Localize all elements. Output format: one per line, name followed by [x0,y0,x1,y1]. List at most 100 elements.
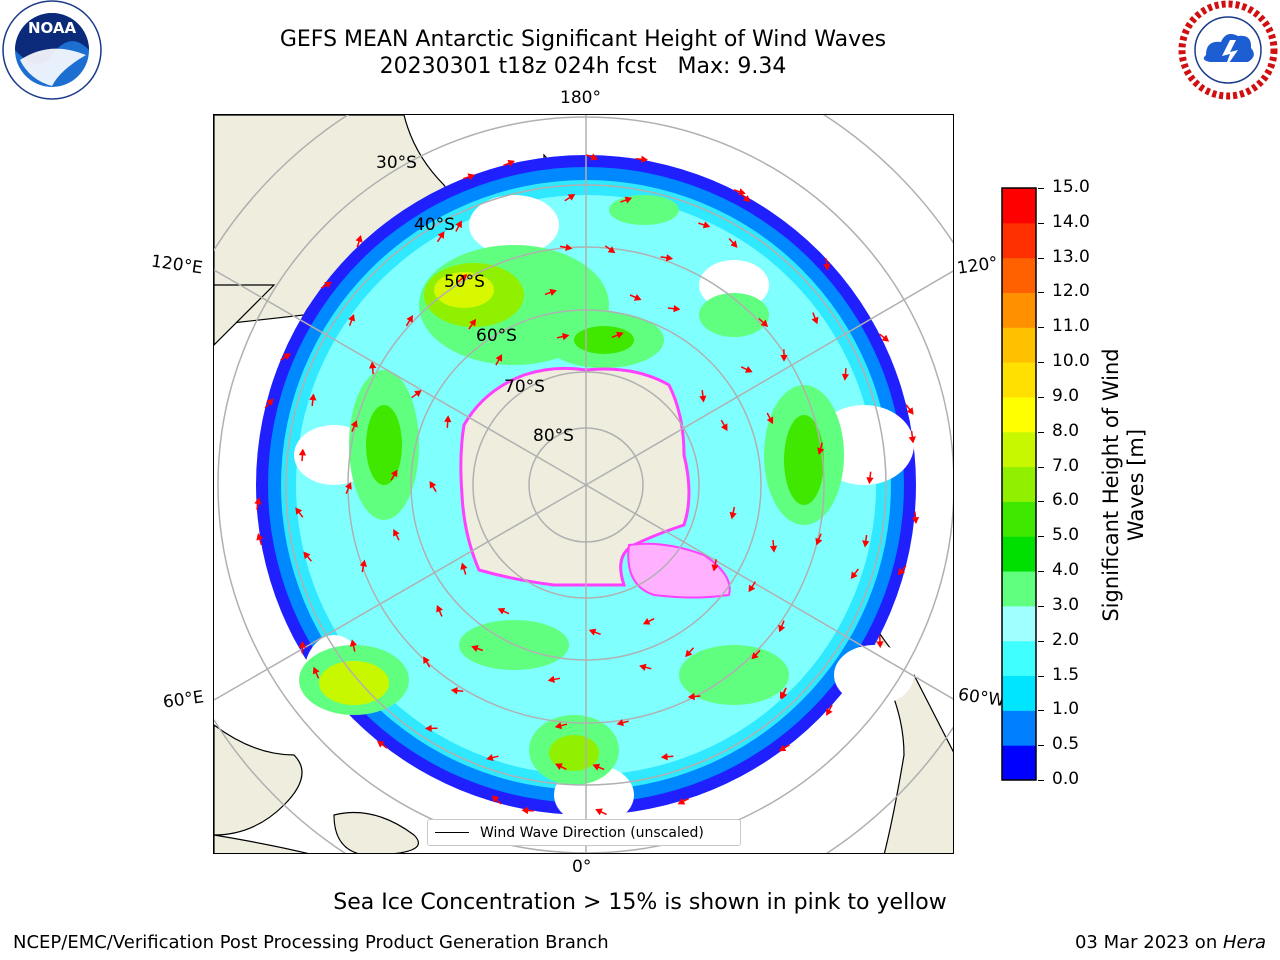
colorbar-tick-label: 1.5 [1052,664,1080,685]
colorbar-tick-mark [1038,362,1044,364]
colorbar-tick-mark [1038,292,1044,294]
colorbar-tick-mark [1038,257,1044,259]
wave-arrow-head [660,753,668,761]
colorbar-segment [1002,605,1036,642]
map-canvas [214,115,953,853]
wave-arrow-head [390,469,398,478]
wave-direction-arrows [254,153,920,816]
wave-arrow-head [607,246,616,254]
wave-arrow-head [345,482,352,490]
wave-arrow-head [720,423,728,432]
colorbar-tick-label: 3.0 [1052,594,1080,615]
wave-arrow-head [393,528,400,537]
wave-arrow-head [256,533,264,541]
lat-label-60s: 60°S [476,326,517,346]
colorbar-label: Significant Height of Wind Waves [m] [1099,348,1148,622]
wave-arrow-head [897,567,905,576]
wave-arrow-head [639,663,647,671]
wave-arrow-head [348,314,356,322]
wave-arrow-head [497,607,506,615]
wave-arrow-head [495,354,503,362]
wave-arrow-head [549,288,557,296]
wave-arrow-head [521,806,529,815]
colorbar-segment [1002,327,1036,363]
colorbar-tick-mark [1038,396,1044,398]
wave-arrow-head [823,263,831,271]
map-legend: Wind Wave Direction (unscaled) [427,819,741,846]
colorbar-tick-mark [1038,501,1044,503]
lat-label-70s: 70°S [504,377,545,397]
wave-arrow-head [642,618,651,625]
colorbar-segment [1002,640,1036,677]
wave-arrow-head [760,319,769,327]
wave-arrow-head [826,708,833,716]
colorbar-segment [1002,431,1036,468]
wave-arrow-head [866,477,874,485]
colorbar-tick-label: 12.0 [1052,281,1090,302]
wave-arrow-head [423,656,430,665]
wave-arrow-head [685,649,693,658]
colorbar-tick-mark [1038,640,1044,642]
colorbar-tick-mark [1038,605,1044,607]
wave-arrow-head [624,196,633,204]
legend-label: Wind Wave Direction (unscaled) [480,824,704,841]
wave-arrow-head [817,447,825,455]
date-text: 03 Mar 2023 on [1074,932,1223,953]
wave-arrow-head [295,507,303,515]
wave-arrow-head [486,754,494,762]
wave-arrow-head [744,366,753,373]
wave-arrow-head [567,193,576,201]
wave-arrow-head [841,373,850,381]
wave-arrow-head [906,407,914,415]
wave-arrow-head [766,416,774,425]
wave-arrow-head [355,235,363,243]
colorbar-tick-mark [1038,327,1044,329]
wave-arrow-head [665,254,674,262]
wave-arrow-head [555,763,563,770]
chart-title: GEFS MEAN Antarctic Significant Height o… [279,27,887,52]
wave-arrow-head [359,559,367,567]
wave-arrow-head [748,584,756,593]
wave-arrow-head [592,763,601,771]
wave-arrow-head [547,675,555,683]
colorbar-tick-label: 0.5 [1052,734,1080,755]
wave-arrow-head [424,724,432,733]
wave-arrow-head [881,334,890,342]
wave-arrow-head [590,153,599,161]
colorbar-label-wrap: Significant Height of Wind Waves [m] [1099,348,1149,635]
wave-arrow-head [729,511,737,520]
wave-arrow-head [699,395,707,403]
colorbar-tick-mark [1038,188,1044,189]
colorbar-tick-mark [1038,780,1044,781]
colorbar-tick-label: 15.0 [1052,177,1090,197]
wave-arrow-head [702,221,711,229]
wave-arrow-head [677,797,686,805]
wave-arrow-head [616,719,624,727]
colorbar-tick-mark [1038,222,1044,224]
chart-subtitle: 20230301 t18z 024h fcst Max: 9.34 [379,54,787,79]
wave-arrow-head [436,604,443,613]
colorbar-segment [1002,571,1036,607]
date-label: 03 Mar 2023 on Hera [1075,932,1266,953]
lon-label-0: 0° [572,857,592,877]
wave-arrow-head [309,393,317,401]
wave-arrow-head [778,744,787,752]
lon-label-120w: 120° [955,253,1000,279]
wave-arrow-head [283,353,291,360]
wave-arrow-head [562,333,570,341]
colorbar-segment [1002,222,1036,259]
colorbar-tick-label: 2.0 [1052,629,1080,650]
lat-label-40s: 40°S [414,215,455,235]
noaa-logo: NOAA [2,0,102,100]
wave-arrow-head [641,155,649,163]
polar-map: 30°S 40°S 50°S 60°S 70°S 80°S Wind Wave … [213,114,954,854]
wave-arrow-head [460,562,468,570]
wave-arrow-head [595,808,603,816]
wave-arrow-head [769,545,778,553]
colorbar-segment [1002,501,1036,537]
colorbar-tick-label: 14.0 [1052,211,1090,232]
colorbar-tick-mark [1038,710,1044,712]
wave-arrow-head [850,571,858,580]
wave-arrow-head [469,318,477,327]
wave-arrow-head [254,497,262,505]
